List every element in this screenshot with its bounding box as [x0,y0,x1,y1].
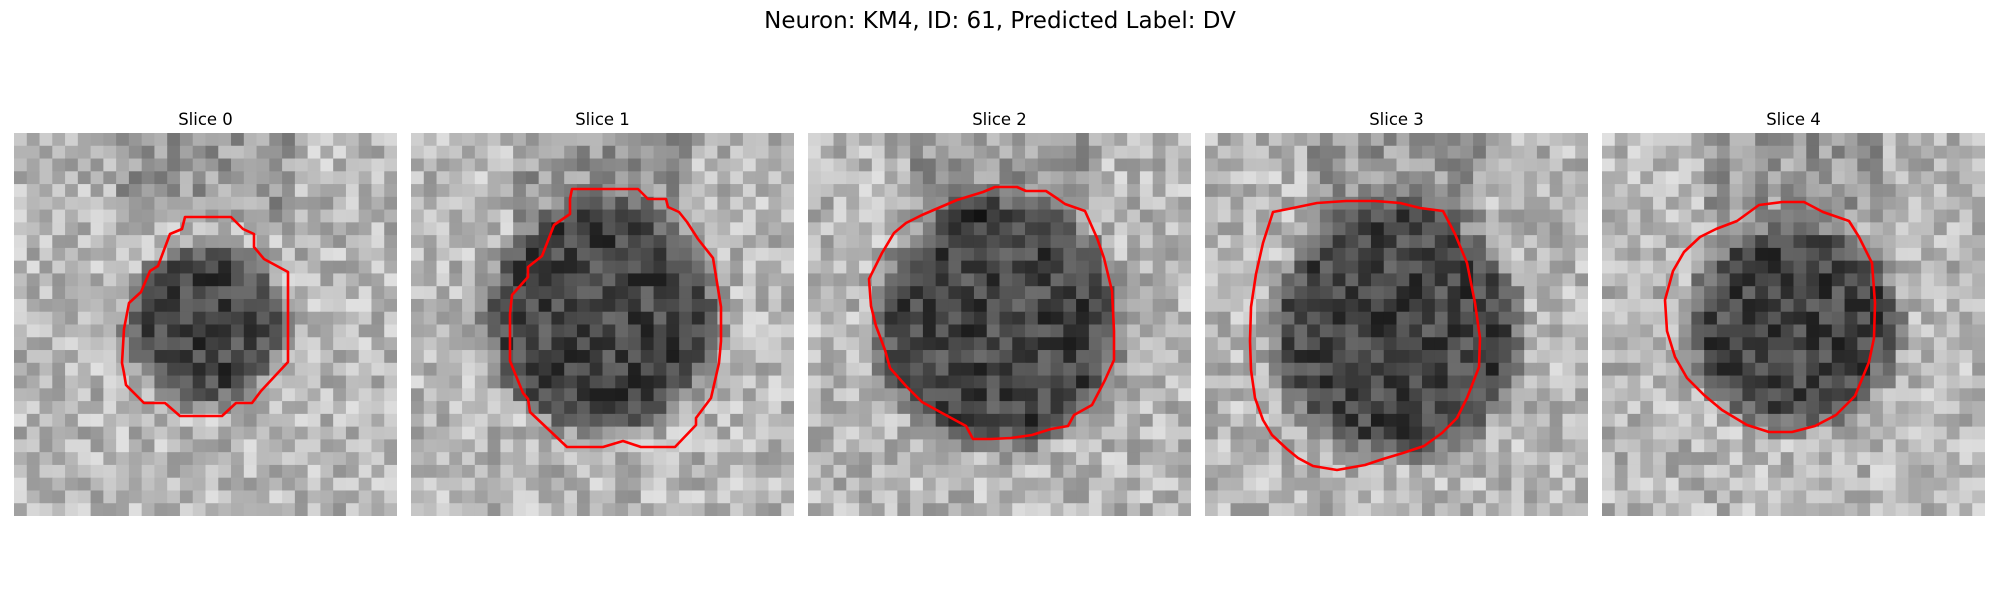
figure-title: Neuron: KM4, ID: 61, Predicted Label: DV [764,8,1236,34]
slice-title-2: Slice 2 [972,110,1027,129]
slice-title-3: Slice 3 [1369,110,1424,129]
slice-panel-1: Slice 1 [411,109,794,516]
segmentation-contour-3 [1248,199,1482,472]
segmentation-contour-0 [120,215,290,418]
slice-title-0: Slice 0 [178,110,233,129]
slice-image-3 [1205,133,1588,516]
slice-panel-2: Slice 2 [808,109,1191,516]
slice-panel-4: Slice 4 [1602,109,1985,516]
segmentation-contour-2 [867,185,1116,441]
segmentation-contour-4 [1663,200,1877,434]
slice-image-0 [14,133,397,516]
slice-image-2 [808,133,1191,516]
slice-image-1 [411,133,794,516]
slice-image-4 [1602,133,1985,516]
slice-panel-3: Slice 3 [1205,109,1588,516]
slice-title-1: Slice 1 [575,110,630,129]
slice-panel-0: Slice 0 [14,109,397,516]
segmentation-contour-1 [508,187,723,449]
slice-title-4: Slice 4 [1766,110,1821,129]
